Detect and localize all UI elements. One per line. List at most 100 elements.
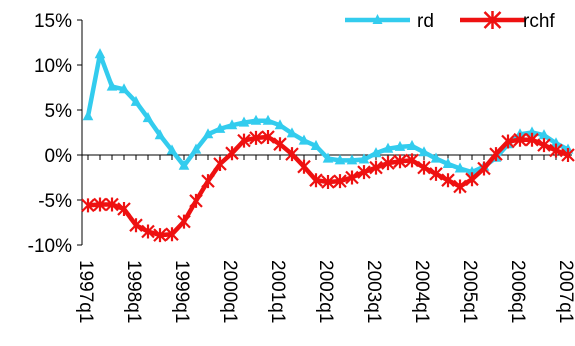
series-group <box>81 48 575 243</box>
legend-label-rchf: rchf <box>523 11 555 32</box>
data-point-rchf <box>189 193 203 208</box>
data-point-rchf <box>345 170 359 185</box>
data-point-rd <box>262 114 274 125</box>
x-tick-label: 2002q1 <box>315 260 336 323</box>
data-point-rd <box>154 129 166 140</box>
data-point-rd <box>226 119 238 130</box>
data-point-rd <box>202 128 214 139</box>
data-point-rchf <box>549 143 563 158</box>
data-point-rd <box>274 119 286 130</box>
x-tick-label: 2005q1 <box>459 260 480 323</box>
y-tick-label: 0% <box>45 146 73 167</box>
data-point-rchf <box>369 160 383 175</box>
data-point-rchf <box>381 156 395 171</box>
data-point-rchf <box>129 218 143 233</box>
x-tick-label: 1998q1 <box>123 260 144 323</box>
x-tick-label: 2006q1 <box>507 260 528 323</box>
data-point-rchf <box>117 202 131 216</box>
data-point-rchf <box>261 130 275 144</box>
data-point-rchf <box>465 172 479 187</box>
data-point-rd <box>82 110 94 121</box>
data-point-rchf <box>429 166 443 181</box>
legend-label-rd: rd <box>417 11 434 32</box>
x-tick-label: 1999q1 <box>171 260 192 323</box>
data-point-rchf <box>321 175 335 189</box>
data-point-rchf <box>357 165 371 180</box>
data-point-rchf <box>537 138 551 153</box>
data-point-rchf <box>237 133 251 148</box>
data-point-rchf <box>309 173 323 188</box>
legend-item-rd: rd <box>345 11 434 32</box>
data-point-rd <box>406 139 418 150</box>
data-point-rchf <box>153 228 167 243</box>
data-point-rchf <box>525 132 539 147</box>
data-point-rd <box>310 139 322 150</box>
data-point-rchf <box>501 134 515 149</box>
y-tick-label: 15% <box>34 11 72 32</box>
data-point-rd <box>430 152 442 163</box>
data-point-rchf <box>297 159 311 174</box>
data-point-rd <box>94 48 106 59</box>
y-tick-label: 10% <box>34 56 72 77</box>
data-point-rd <box>298 134 310 145</box>
x-tick-label: 1997q1 <box>75 260 96 323</box>
data-point-rd <box>106 80 118 91</box>
data-point-rchf <box>225 146 239 161</box>
data-point-rchf <box>441 173 455 188</box>
data-point-rchf <box>81 198 95 213</box>
data-point-rd <box>358 153 370 164</box>
legend-marker-rchf <box>483 11 502 29</box>
data-point-rchf <box>177 214 191 229</box>
data-point-rd <box>166 144 178 155</box>
data-point-rchf <box>417 160 431 175</box>
data-point-rd <box>214 122 226 133</box>
data-point-rd <box>130 95 142 106</box>
y-tick-label: -5% <box>38 191 72 212</box>
data-point-rd <box>454 162 466 173</box>
data-point-rd <box>238 116 250 127</box>
x-tick-label: 2007q1 <box>555 260 575 323</box>
data-point-rchf <box>201 174 215 189</box>
data-point-rd <box>346 154 358 165</box>
x-tick-label: 2000q1 <box>219 260 240 323</box>
data-point-rchf <box>93 197 107 212</box>
x-axis: 1997q1 1998q1 1999q1 2000q1 2001q1 2002q1 2003… <box>75 154 575 323</box>
series-rchf <box>81 130 575 243</box>
data-point-rd <box>322 152 334 163</box>
y-axis: 15% 10% 5% 0% -5% -10% <box>28 11 83 257</box>
data-point-rd <box>118 83 130 94</box>
data-point-rchf <box>141 224 155 239</box>
data-point-rd <box>382 142 394 153</box>
data-point-rd <box>250 114 262 125</box>
y-tick-label: 5% <box>45 101 73 122</box>
data-point-rd <box>418 146 430 157</box>
data-point-rchf <box>165 227 179 242</box>
data-point-rd <box>370 147 382 158</box>
x-tick-label: 2003q1 <box>363 260 384 323</box>
y-tick-label: -10% <box>28 236 72 257</box>
data-point-rd <box>142 112 154 123</box>
data-point-rchf <box>285 147 299 162</box>
data-point-rchf <box>249 130 263 145</box>
data-point-rchf <box>393 154 407 169</box>
data-point-rchf <box>273 137 287 152</box>
data-point-rchf <box>561 148 575 162</box>
data-point-rd <box>442 157 454 168</box>
data-point-rchf <box>105 197 119 212</box>
data-point-rd <box>190 143 202 154</box>
data-point-rd <box>394 140 406 151</box>
data-point-rchf <box>333 174 347 189</box>
legend-item-rchf: rchf <box>460 11 555 32</box>
x-tick-label: 2001q1 <box>267 260 288 323</box>
data-point-rchf <box>453 179 467 194</box>
data-point-rchf <box>477 161 491 176</box>
data-point-rchf <box>405 153 419 168</box>
x-tick-label: 2004q1 <box>411 260 432 323</box>
data-point-rd <box>178 159 190 170</box>
data-point-rchf <box>513 132 527 147</box>
data-point-rchf <box>213 157 227 171</box>
legend-marker-rd <box>372 14 383 24</box>
legend: rd rchf <box>345 11 555 32</box>
data-point-rd <box>286 127 298 138</box>
